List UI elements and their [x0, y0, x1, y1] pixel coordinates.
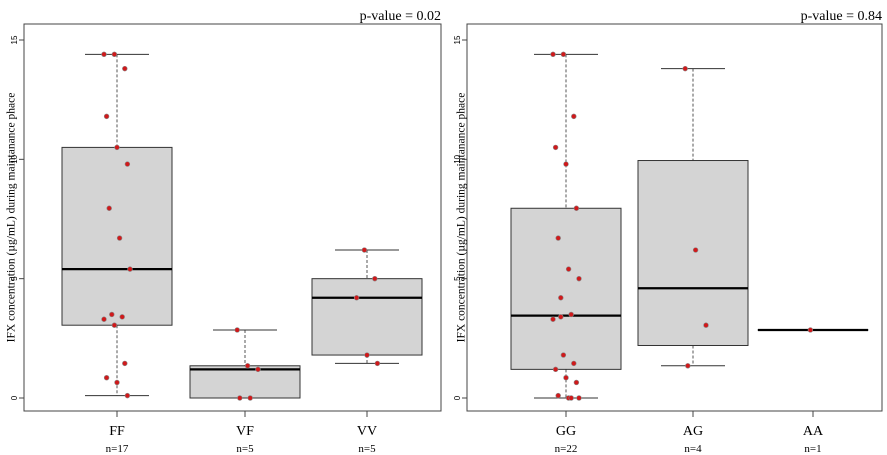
data-point: [234, 327, 240, 333]
data-point: [558, 295, 564, 301]
data-point: [565, 266, 572, 272]
sample-size-label: n=4: [684, 443, 702, 455]
data-point: [558, 314, 564, 320]
data-point: [353, 295, 360, 301]
data-point: [560, 51, 567, 58]
data-point: [103, 113, 110, 120]
data-point: [576, 395, 582, 401]
data-point: [237, 395, 243, 401]
data-point: [685, 363, 691, 369]
y-tick-label: 15: [453, 35, 462, 44]
chart-panel-2: p-value = 0.84 0 5 10 15 IFX concentration (µ…: [453, 9, 883, 455]
sample-size-label: n=22: [555, 443, 578, 455]
data-point: [114, 144, 120, 151]
data-point: [568, 311, 574, 318]
box-gg: [510, 53, 622, 399]
x-tick-label: VV: [357, 424, 377, 439]
data-point: [122, 65, 128, 72]
data-point: [552, 144, 559, 151]
iqr-box: [510, 207, 622, 370]
y-tick-label: 0: [10, 395, 19, 400]
data-point: [560, 352, 567, 358]
data-point: [122, 360, 128, 367]
data-point: [114, 379, 120, 386]
data-point: [244, 363, 251, 369]
x-tick-label: AG: [683, 424, 703, 439]
data-point: [576, 275, 582, 282]
data-point: [807, 327, 814, 333]
y-tick-label: 5: [10, 276, 19, 281]
data-point: [571, 113, 577, 120]
data-point: [103, 375, 110, 381]
data-point: [109, 311, 115, 318]
data-point: [555, 235, 561, 241]
data-point: [372, 275, 378, 282]
data-point: [119, 314, 125, 320]
sample-size-label: n=17: [106, 443, 129, 455]
sample-size-label: n=1: [804, 443, 821, 455]
iqr-box: [189, 365, 301, 399]
data-point: [247, 395, 253, 401]
data-point: [101, 316, 107, 322]
chart-panel-1: p-value = 0.02 0 5 10 15 IFX concentration (µ…: [6, 9, 442, 455]
box-vf: [189, 329, 301, 399]
y-tick-label: 15: [10, 35, 19, 44]
data-point: [703, 322, 709, 328]
data-point: [124, 161, 131, 167]
data-point: [361, 247, 368, 253]
data-point: [692, 247, 699, 253]
y-tick-label: 10: [10, 154, 19, 163]
data-point: [116, 235, 123, 241]
x-tick-label: VF: [236, 424, 254, 439]
data-point: [568, 395, 574, 401]
data-point: [101, 51, 107, 58]
box-ff: [61, 53, 173, 397]
y-tick-label: 0: [453, 395, 462, 400]
y-axis-label: IFX concentration (µg/mL) during maintan…: [6, 93, 18, 343]
data-point: [555, 392, 561, 399]
data-point: [573, 379, 580, 386]
y-tick-label: 10: [453, 154, 462, 163]
data-point: [111, 51, 118, 58]
y-axis-label: IFX concentration (µg/mL) during maintan…: [456, 93, 468, 343]
iqr-box: [637, 160, 749, 346]
box-ag: [637, 68, 749, 367]
data-point: [563, 375, 569, 381]
data-point: [571, 360, 577, 367]
iqr-box: [311, 278, 423, 356]
data-point: [563, 161, 569, 167]
p-value-annotation: p-value = 0.84: [801, 9, 882, 24]
data-point: [127, 266, 133, 272]
data-point: [255, 366, 261, 373]
data-point: [550, 316, 556, 322]
data-point: [550, 51, 556, 58]
sample-size-label: n=5: [236, 443, 254, 455]
p-value-annotation: p-value = 0.02: [360, 9, 441, 24]
data-point: [124, 392, 131, 399]
data-point: [374, 360, 381, 367]
box-vv: [311, 249, 423, 364]
data-point: [682, 65, 688, 72]
x-tick-label: GG: [556, 424, 576, 439]
iqr-box: [61, 146, 173, 326]
data-point: [573, 205, 580, 211]
x-tick-label: AA: [803, 424, 824, 439]
data-point: [106, 205, 112, 211]
y-tick-label: 5: [453, 276, 462, 281]
sample-size-label: n=5: [358, 443, 376, 455]
x-tick-label: FF: [109, 424, 125, 439]
data-point: [364, 352, 370, 358]
data-point: [111, 322, 118, 328]
data-point: [552, 366, 559, 373]
